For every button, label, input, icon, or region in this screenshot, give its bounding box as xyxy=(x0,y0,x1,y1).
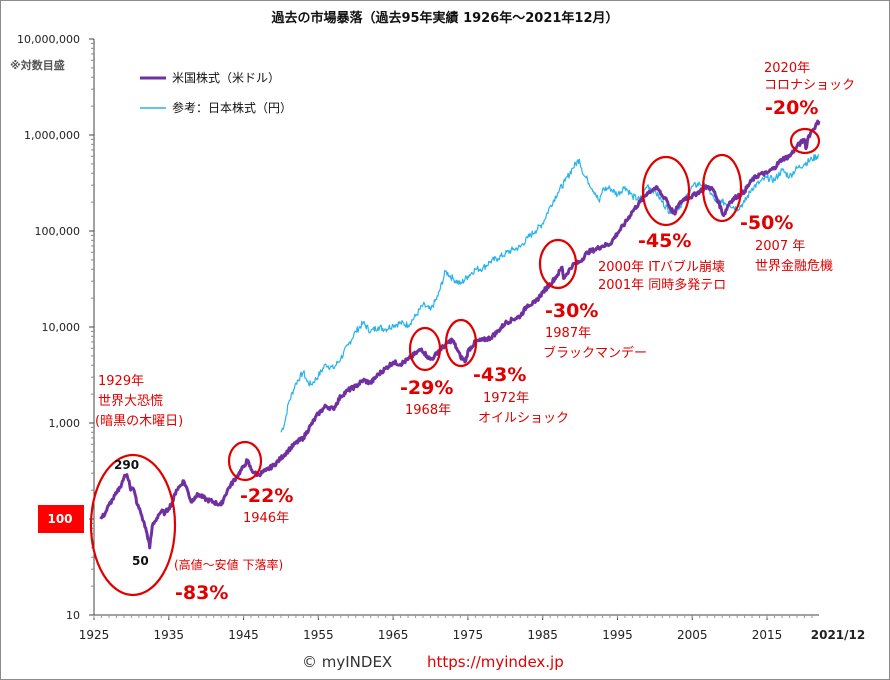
chart-title: 過去の市場暴落（過去95年実績 1926年～2021年12月） xyxy=(270,10,618,26)
marker-2020 xyxy=(789,127,821,155)
ann-2007-name: 世界金融危機 xyxy=(755,258,833,274)
ann-1929-trough: 50 xyxy=(132,554,149,568)
x-tick-label: 1975 xyxy=(453,628,484,642)
ann-2020-pct: -20% xyxy=(765,97,818,119)
ann-1987-pct: -30% xyxy=(545,300,598,322)
ann-1946-year: 1946年 xyxy=(243,511,289,526)
x-end-label: 2021/12 xyxy=(811,628,865,642)
ann-1987-year: 1987年 xyxy=(545,326,591,341)
ann-2000-line2: 2001年 同時多発テロ xyxy=(598,277,726,293)
log-scale-note: ※対数目盛 xyxy=(10,58,65,72)
legend-label-jp: 参考：日本株式（円） xyxy=(172,100,292,115)
legend: 米国株式（米ドル） 参考：日本株式（円） xyxy=(140,70,292,115)
ann-1972-year: 1972年 xyxy=(483,391,529,406)
x-tick-label: 1965 xyxy=(378,628,409,642)
x-tick-label: 2015 xyxy=(752,628,783,642)
y-highlight: 100 xyxy=(38,505,84,533)
y-tick-label: 100,000 xyxy=(35,225,81,238)
ann-2007-pct: -50% xyxy=(740,212,793,234)
legend-label-us: 米国株式（米ドル） xyxy=(172,70,280,85)
footer-url[interactable]: https://myindex.jp xyxy=(427,653,564,671)
marker-1929 xyxy=(89,453,177,597)
x-tick-label: 1935 xyxy=(154,628,185,642)
footer-copyright: © myINDEX xyxy=(302,653,392,671)
ann-1929-sub: (暗黒の木曜日) xyxy=(95,414,183,429)
series-line-us xyxy=(99,119,821,550)
ann-1968-year: 1968年 xyxy=(405,403,451,418)
marker-1972 xyxy=(444,318,478,368)
marker-1987 xyxy=(538,238,578,290)
ann-2020-year: 2020年 xyxy=(764,61,810,76)
axes: 10 1,000 10,000 100,000 1,000,000 10,000,000 1… xyxy=(17,33,865,642)
y-tick-label: 10 xyxy=(66,609,80,622)
ann-1929-year: 1929年 xyxy=(98,374,144,389)
x-tick-label: 1985 xyxy=(527,628,558,642)
ann-1968-pct: -29% xyxy=(400,377,453,399)
x-tick-label: 1945 xyxy=(228,628,259,642)
ann-2020-name: コロナショック xyxy=(764,78,855,93)
y-tick-label: 10,000,000 xyxy=(17,33,80,46)
ann-1929-peak: 290 xyxy=(114,458,139,472)
y-tick-label: 1,000 xyxy=(49,417,81,430)
ann-1972-pct: -43% xyxy=(473,364,526,386)
marker-2007 xyxy=(701,153,743,223)
ann-2000-pct: -45% xyxy=(638,230,691,252)
y-tick-label: 10,000 xyxy=(42,321,81,334)
ann-1972-name: オイルショック xyxy=(478,411,569,426)
ann-2000-line1: 2000年 ITバブル崩壊 xyxy=(598,259,725,275)
ann-2007-year: 2007 年 xyxy=(755,239,805,254)
x-tick-label: 1995 xyxy=(602,628,633,642)
y-tick-label: 100 xyxy=(47,512,72,526)
crash-markers xyxy=(89,127,821,597)
marker-1946 xyxy=(227,440,263,482)
ann-1929-note: (高値～安値 下落率) xyxy=(174,557,283,572)
x-tick-label: 1955 xyxy=(303,628,334,642)
x-tick-label: 1925 xyxy=(79,628,110,642)
marker-2000 xyxy=(641,155,691,227)
y-tick-label: 1,000,000 xyxy=(24,129,80,142)
marker-1968 xyxy=(408,326,442,372)
y-tick-highlight-box xyxy=(38,505,84,533)
ann-1946-pct: -22% xyxy=(240,485,293,507)
ann-1929-name: 世界大恐慌 xyxy=(98,394,163,409)
annotations: 1929年 世界大恐慌 (暗黒の木曜日) 290 50 (高値～安値 下落率) … xyxy=(95,61,855,604)
ann-1929-pct: -83% xyxy=(175,582,228,604)
ann-1987-name: ブラックマンデー xyxy=(543,345,647,361)
x-tick-label: 2005 xyxy=(677,628,708,642)
series-lines xyxy=(99,119,821,550)
